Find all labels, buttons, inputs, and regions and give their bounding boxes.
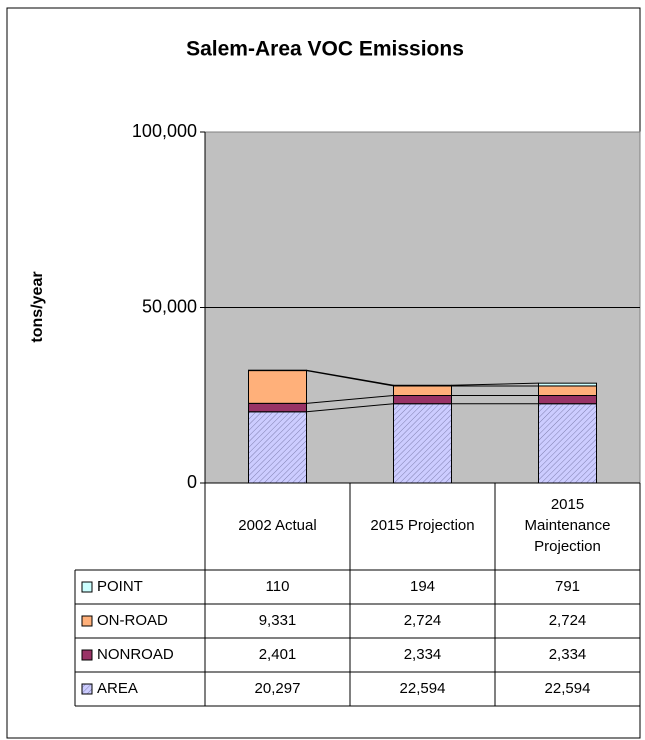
legend-label: POINT: [97, 578, 143, 595]
bar-segment: [248, 402, 307, 413]
table-value: 2,401: [259, 646, 297, 663]
x-tick-label: 2015 Maintenance Projection: [525, 496, 611, 555]
x-tick-label: 2015 Projection: [370, 517, 474, 534]
table-value: 20,297: [255, 680, 301, 697]
y-tick-label: 0: [187, 472, 197, 492]
legend-key-hatch: [81, 683, 93, 695]
table-value: 9,331: [259, 612, 297, 629]
series-line: [306, 403, 394, 413]
y-axis-label: tons/year: [29, 271, 46, 342]
x-tick-label: 2002 Actual: [238, 517, 316, 534]
legend-label: NONROAD: [97, 646, 174, 663]
legend-key: [81, 649, 93, 661]
y-tick-label: 100,000: [132, 121, 197, 141]
chart-title: Salem-Area VOC Emissions: [186, 38, 464, 61]
series-line: [306, 369, 394, 386]
bar-segment: [393, 384, 452, 387]
table-value: 791: [555, 578, 580, 595]
table-value: 194: [410, 578, 435, 595]
legend-label: AREA: [97, 680, 138, 697]
bar-segment: [538, 385, 597, 397]
table-value: 2,724: [549, 612, 587, 629]
table-value: 110: [266, 578, 290, 595]
bar-hatch: [393, 403, 452, 484]
table-value: 22,594: [545, 680, 591, 697]
bar-hatch: [538, 403, 597, 484]
series-line: [306, 395, 394, 404]
bar-segment: [538, 395, 597, 405]
table-value: 22,594: [400, 680, 446, 697]
legend-key: [81, 615, 93, 627]
bar-segment: [393, 395, 452, 405]
bar-segment: [248, 370, 307, 404]
table-value: 2,334: [549, 646, 587, 663]
legend-key: [81, 581, 93, 593]
bar-segment: [393, 385, 452, 397]
series-line: [451, 382, 539, 386]
legend-label: ON-ROAD: [97, 612, 168, 629]
table-value: 2,724: [404, 612, 442, 629]
table-value: 2,334: [404, 646, 442, 663]
bar-hatch: [248, 411, 307, 484]
bar-segment: [538, 382, 597, 387]
y-tick-label: 50,000: [142, 296, 197, 316]
